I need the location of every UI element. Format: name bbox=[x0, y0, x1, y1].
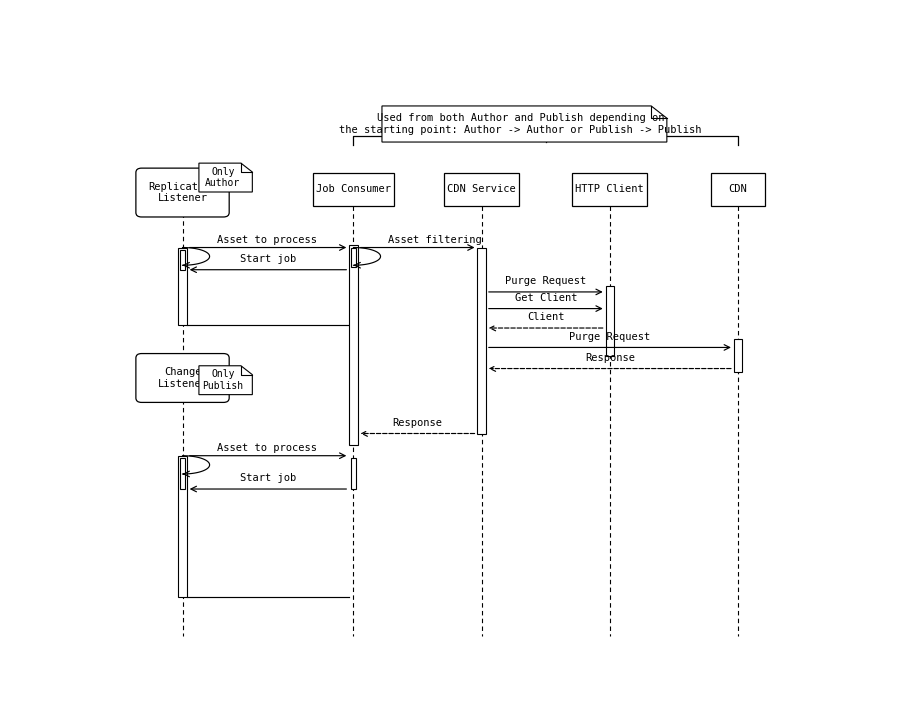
Text: Asset filtering: Asset filtering bbox=[388, 235, 482, 244]
Bar bbox=[349, 244, 357, 445]
Text: Job Consumer: Job Consumer bbox=[316, 185, 391, 194]
FancyBboxPatch shape bbox=[136, 353, 229, 402]
Text: Start job: Start job bbox=[240, 474, 296, 484]
Text: Response: Response bbox=[584, 353, 635, 363]
Text: Change
Listener: Change Listener bbox=[157, 367, 208, 389]
Text: Get Client: Get Client bbox=[515, 293, 577, 303]
Polygon shape bbox=[199, 366, 253, 394]
Bar bbox=[606, 286, 614, 355]
Text: Start job: Start job bbox=[240, 255, 296, 264]
Text: Used from both Author and Publish depending on
the starting point: Author -> Aut: Used from both Author and Publish depend… bbox=[339, 113, 702, 135]
FancyBboxPatch shape bbox=[136, 168, 229, 217]
Text: Only
Author: Only Author bbox=[205, 167, 241, 188]
Text: Purge Request: Purge Request bbox=[505, 276, 586, 286]
Bar bbox=[312, 172, 394, 206]
Bar bbox=[711, 172, 765, 206]
Text: CDN Service: CDN Service bbox=[448, 185, 516, 194]
Bar bbox=[477, 247, 486, 433]
Polygon shape bbox=[382, 106, 667, 142]
Bar bbox=[733, 339, 743, 373]
Bar bbox=[351, 459, 356, 489]
Text: Asset to process: Asset to process bbox=[217, 443, 317, 453]
Bar bbox=[178, 247, 187, 325]
Text: Response: Response bbox=[392, 418, 443, 428]
Text: CDN: CDN bbox=[729, 185, 747, 194]
Text: Purge Request: Purge Request bbox=[569, 332, 651, 342]
Text: Only
Publish: Only Publish bbox=[202, 369, 244, 391]
Bar bbox=[180, 459, 185, 489]
Polygon shape bbox=[199, 163, 253, 192]
Text: Asset to process: Asset to process bbox=[217, 235, 317, 244]
Bar bbox=[444, 172, 519, 206]
Bar bbox=[573, 172, 647, 206]
Bar bbox=[180, 250, 185, 270]
Bar bbox=[178, 456, 187, 597]
Text: Replication
Listener: Replication Listener bbox=[148, 182, 217, 203]
Text: Client: Client bbox=[527, 312, 564, 322]
Bar bbox=[351, 247, 356, 267]
Text: HTTP Client: HTTP Client bbox=[575, 185, 644, 194]
